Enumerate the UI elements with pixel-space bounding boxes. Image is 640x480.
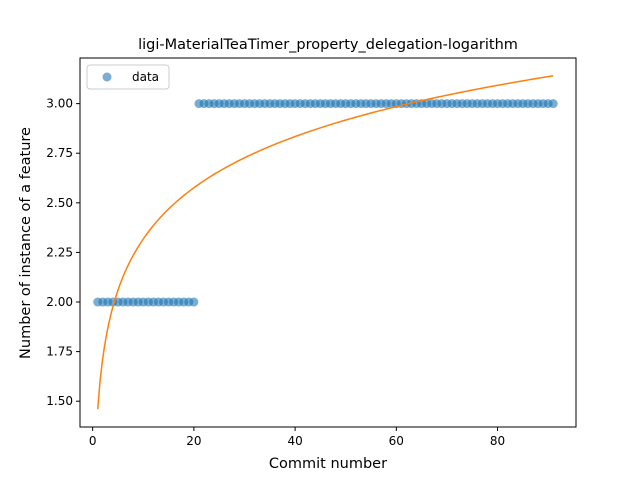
y-tick-label: 2.75 <box>46 146 73 160</box>
fit-line <box>96 75 554 410</box>
axes-layer: 0 20 40 60 80 1.50 1.75 2.00 2.25 2.50 2.75 3.00 <box>46 57 577 448</box>
y-tick-label: 1.50 <box>46 394 73 408</box>
plot-background <box>80 58 576 427</box>
data-point <box>548 99 558 109</box>
y-tick-label: 3.00 <box>46 97 73 111</box>
y-tick-label: 2.50 <box>46 196 73 210</box>
legend-box <box>86 64 170 90</box>
legend: data <box>86 64 170 90</box>
y-tick-label: 2.00 <box>46 295 73 309</box>
y-axis-label: Number of instance of a feature <box>18 127 34 359</box>
data-point <box>189 297 199 307</box>
x-tick-label: 40 <box>287 434 302 448</box>
plot-area <box>80 58 576 427</box>
x-tick-label: 80 <box>490 434 505 448</box>
legend-marker <box>102 72 112 82</box>
axes-frame <box>79 57 577 428</box>
x-tick-label: 0 <box>89 434 97 448</box>
y-tick-label: 1.75 <box>46 345 73 359</box>
x-tick-label: 60 <box>389 434 404 448</box>
chart-title: ligi-MaterialTeaTimer_property_delegatio… <box>138 37 518 53</box>
legend-label: data <box>132 70 159 84</box>
x-tick-label: 20 <box>186 434 201 448</box>
y-tick-label: 2.25 <box>46 245 73 259</box>
x-axis-label: Commit number <box>269 456 387 472</box>
series-layer <box>93 75 558 410</box>
